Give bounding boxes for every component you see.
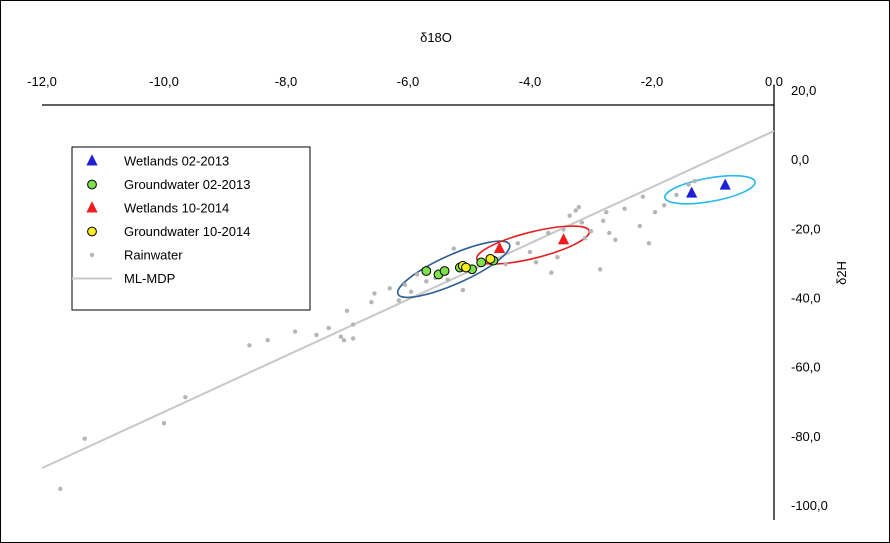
y-tick-label: -80,0 — [791, 429, 821, 444]
rainwater-point — [582, 235, 588, 241]
wetlands-02-2013-point — [685, 186, 698, 198]
rainwater-point — [567, 213, 572, 218]
rainwater-point — [652, 210, 658, 215]
rainwater-point — [549, 270, 554, 275]
rainwater-point — [161, 420, 167, 426]
rainwater-point — [597, 267, 603, 272]
groundwater-02-2013-point — [476, 257, 487, 268]
y-tick-label: -40,0 — [791, 291, 821, 306]
fit-line-ml-mdp — [41, 130, 775, 470]
rainwater-point — [573, 208, 578, 213]
rainwater-point — [622, 206, 627, 211]
rainwater-point — [424, 279, 429, 284]
groundwater-10-2014-point — [485, 253, 496, 264]
legend-entry-label: Groundwater 10-2014 — [124, 224, 250, 239]
rainwater-point — [607, 230, 612, 236]
legend-triangle-marker — [86, 154, 98, 166]
group-ellipse — [396, 240, 511, 299]
rainwater-point — [515, 241, 520, 246]
groundwater-10-2014-point — [461, 262, 471, 273]
rainwater-point — [338, 334, 344, 339]
rainwater-point — [372, 291, 377, 296]
rainwater-point — [408, 289, 414, 294]
legend-entry-label: Wetlands 10-2014 — [124, 201, 229, 216]
wetlands-10-2014-point — [493, 241, 506, 253]
y-axis-title: δ2H — [834, 261, 849, 285]
x-tick-label: -10,0 — [149, 74, 179, 89]
rainwater-point — [350, 322, 356, 327]
rainwater-point — [686, 182, 691, 187]
legend-entry-label: Wetlands 02-2013 — [124, 154, 229, 169]
legend-entry-label: ML-MDP — [124, 271, 175, 286]
y-tick-label: 0,0 — [791, 152, 809, 167]
rainwater-point — [640, 194, 646, 199]
legend-entry-label: Rainwater — [124, 248, 183, 263]
rainwater-point — [460, 287, 466, 293]
y-tick-label: -20,0 — [791, 221, 821, 236]
x-tick-label: -6,0 — [397, 74, 419, 89]
rainwater-point — [350, 336, 356, 341]
rainwater-point — [344, 308, 350, 313]
rainwater-point — [527, 249, 533, 255]
rainwater-point — [341, 337, 347, 343]
rainwater-point — [579, 220, 585, 225]
rainwater-point — [576, 204, 581, 210]
rainwater-point — [604, 210, 609, 215]
group-ellipse — [664, 174, 756, 205]
rainwater-point — [183, 395, 188, 400]
legend-box — [71, 146, 311, 311]
legend-dot-marker — [89, 252, 95, 258]
groundwater-02-2013-point — [439, 266, 450, 276]
groundwater-02-2013-point — [421, 266, 432, 276]
fit-line-layer — [41, 130, 775, 470]
rainwater-point — [451, 246, 456, 251]
x-axis-title: δ18O — [420, 30, 452, 45]
wetlands-02-2013-point — [719, 178, 731, 190]
rainwater-point — [646, 241, 652, 246]
y-tick-label: -100,0 — [791, 498, 828, 513]
rainwater-point — [546, 230, 551, 236]
rainwater-point — [369, 299, 374, 305]
x-tick-label: 0,0 — [765, 74, 783, 89]
rainwater-point — [662, 203, 667, 208]
points-layer — [58, 178, 731, 492]
rainwater-point — [588, 229, 594, 234]
legend-triangle-marker — [86, 201, 98, 213]
rainwater-point — [533, 260, 539, 265]
axes: -12,0 -10,0 -8,0 -6,0 -4,0 -2,0 0,0 20,0 0,0 -20,… — [27, 30, 849, 520]
x-tick-label: -4,0 — [519, 74, 541, 89]
x-tick-label: -8,0 — [275, 74, 297, 89]
y-tick-label: -60,0 — [791, 360, 821, 375]
legend: Wetlands 02-2013 Groundwater 02-2013 Wetla… — [71, 146, 311, 311]
legend-circle-marker — [87, 179, 97, 190]
rainwater-point — [561, 227, 566, 232]
wetlands-10-2014-point — [557, 233, 570, 245]
rainwater-point — [326, 325, 331, 331]
rainwater-point — [292, 329, 298, 334]
rainwater-point — [402, 282, 408, 288]
rainwater-point — [555, 254, 560, 260]
ellipse-layer — [396, 174, 756, 299]
rainwater-point — [637, 223, 642, 229]
x-tick-label: -2,0 — [641, 74, 663, 89]
rainwater-point — [613, 237, 618, 243]
rainwater-point — [396, 298, 402, 303]
rainwater-point — [692, 178, 697, 184]
rainwater-point — [414, 272, 420, 277]
rainwater-point — [58, 486, 63, 492]
legend-circle-marker — [87, 226, 97, 237]
rainwater-point — [247, 343, 252, 348]
rainwater-point — [265, 337, 270, 343]
rainwater-point — [674, 192, 679, 198]
rainwater-point — [314, 332, 319, 338]
rainwater-point — [503, 261, 508, 267]
rainwater-point — [601, 218, 606, 224]
y-tick-label: 20,0 — [791, 83, 816, 98]
x-tick-label: -12,0 — [27, 74, 57, 89]
rainwater-point — [387, 286, 392, 291]
rainwater-point — [445, 277, 450, 282]
rainwater-point — [82, 436, 87, 441]
legend-entry-label: Groundwater 02-2013 — [124, 177, 250, 192]
